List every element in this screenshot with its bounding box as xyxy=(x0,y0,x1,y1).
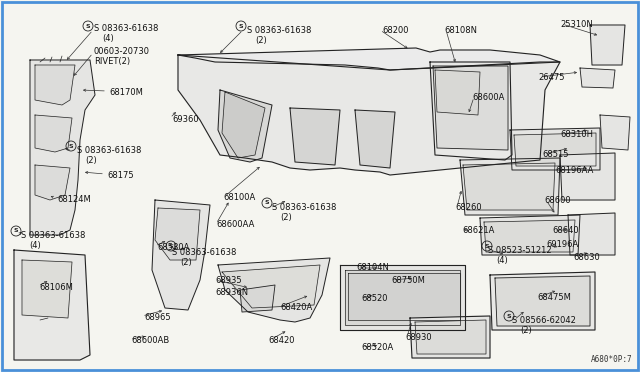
Polygon shape xyxy=(580,68,615,88)
Polygon shape xyxy=(155,208,200,260)
Polygon shape xyxy=(218,258,330,322)
Polygon shape xyxy=(435,70,480,115)
Text: 68310H: 68310H xyxy=(560,130,593,139)
Text: 68104N: 68104N xyxy=(356,263,389,272)
Text: 68520A: 68520A xyxy=(361,343,393,352)
Text: A680*0P:7: A680*0P:7 xyxy=(590,355,632,364)
Text: 68170M: 68170M xyxy=(109,88,143,97)
Text: S 08363-61638: S 08363-61638 xyxy=(247,26,312,35)
Text: (2): (2) xyxy=(255,36,267,45)
Polygon shape xyxy=(430,62,512,160)
Polygon shape xyxy=(35,165,70,200)
Text: S: S xyxy=(169,244,173,248)
Polygon shape xyxy=(340,265,465,330)
Polygon shape xyxy=(14,250,90,360)
Text: S: S xyxy=(13,228,19,234)
Polygon shape xyxy=(490,272,595,330)
Polygon shape xyxy=(415,320,486,354)
Text: 68600A: 68600A xyxy=(472,93,504,102)
Text: (4): (4) xyxy=(496,256,508,265)
Text: 68520: 68520 xyxy=(361,294,387,303)
Text: S 08363-61638: S 08363-61638 xyxy=(21,231,85,240)
Polygon shape xyxy=(30,60,95,235)
Text: 68175: 68175 xyxy=(107,171,134,180)
Polygon shape xyxy=(495,276,590,326)
Polygon shape xyxy=(600,115,630,150)
Text: 68936N: 68936N xyxy=(215,288,248,297)
Polygon shape xyxy=(463,163,555,210)
Text: S: S xyxy=(484,244,490,248)
Polygon shape xyxy=(222,92,265,158)
Polygon shape xyxy=(568,213,615,255)
Polygon shape xyxy=(178,55,560,175)
Text: 68200: 68200 xyxy=(382,26,408,35)
Polygon shape xyxy=(345,270,460,325)
Polygon shape xyxy=(510,128,600,170)
Text: 00603-20730: 00603-20730 xyxy=(94,47,150,56)
Text: 68621A: 68621A xyxy=(462,226,494,235)
Text: S: S xyxy=(86,23,90,29)
Text: S 08566-62042: S 08566-62042 xyxy=(512,316,576,325)
Text: 68124M: 68124M xyxy=(57,195,91,204)
Text: 69360: 69360 xyxy=(172,115,198,124)
Text: 25310N: 25310N xyxy=(560,20,593,29)
Text: S 08523-51212: S 08523-51212 xyxy=(488,246,552,255)
Text: S 08363-61638: S 08363-61638 xyxy=(272,203,337,212)
Text: 68100A: 68100A xyxy=(223,193,255,202)
Text: 68475M: 68475M xyxy=(537,293,571,302)
Text: 68640: 68640 xyxy=(552,226,579,235)
Polygon shape xyxy=(222,265,320,308)
Polygon shape xyxy=(178,48,560,70)
Polygon shape xyxy=(355,110,395,168)
Text: S 08363-61638: S 08363-61638 xyxy=(77,146,141,155)
Text: 68580A: 68580A xyxy=(157,243,189,252)
Text: (4): (4) xyxy=(29,241,41,250)
Text: 68515: 68515 xyxy=(542,150,568,159)
Text: 68965: 68965 xyxy=(144,313,171,322)
Polygon shape xyxy=(410,316,490,358)
Text: (4): (4) xyxy=(102,34,114,43)
Text: RIVET(2): RIVET(2) xyxy=(94,57,130,66)
Text: 68935: 68935 xyxy=(215,276,242,285)
Text: 68930: 68930 xyxy=(405,333,431,342)
Text: 68196AA: 68196AA xyxy=(555,166,593,175)
Polygon shape xyxy=(240,285,275,312)
Text: S: S xyxy=(265,201,269,205)
Polygon shape xyxy=(460,158,560,215)
Text: (2): (2) xyxy=(85,156,97,165)
Polygon shape xyxy=(348,273,460,320)
Polygon shape xyxy=(514,133,596,166)
Text: 68106M: 68106M xyxy=(39,283,73,292)
Polygon shape xyxy=(560,153,615,200)
Polygon shape xyxy=(35,65,75,105)
Text: 68600AA: 68600AA xyxy=(216,220,254,229)
Polygon shape xyxy=(484,220,575,252)
Text: 68108N: 68108N xyxy=(444,26,477,35)
Text: (2): (2) xyxy=(520,326,532,335)
Polygon shape xyxy=(590,25,625,65)
Text: 68600AB: 68600AB xyxy=(131,336,169,345)
Text: 68260: 68260 xyxy=(455,203,482,212)
Polygon shape xyxy=(480,215,580,255)
Polygon shape xyxy=(35,115,72,152)
Text: 69196A: 69196A xyxy=(546,240,579,249)
Text: (2): (2) xyxy=(180,258,192,267)
Polygon shape xyxy=(152,200,210,310)
Text: S: S xyxy=(239,23,243,29)
Text: S 08363-61638: S 08363-61638 xyxy=(94,24,158,33)
Text: S: S xyxy=(68,144,74,148)
Text: S 08363-61638: S 08363-61638 xyxy=(172,248,236,257)
Text: S: S xyxy=(507,314,511,318)
Polygon shape xyxy=(22,260,72,318)
Polygon shape xyxy=(433,66,508,150)
Text: 68420: 68420 xyxy=(268,336,294,345)
Text: 68600: 68600 xyxy=(544,196,571,205)
Polygon shape xyxy=(290,108,340,165)
Polygon shape xyxy=(218,90,272,162)
Text: 68420A: 68420A xyxy=(280,303,312,312)
Text: 26475: 26475 xyxy=(538,73,564,82)
Text: (2): (2) xyxy=(280,213,292,222)
Text: 68750M: 68750M xyxy=(391,276,425,285)
Text: 68630: 68630 xyxy=(573,253,600,262)
